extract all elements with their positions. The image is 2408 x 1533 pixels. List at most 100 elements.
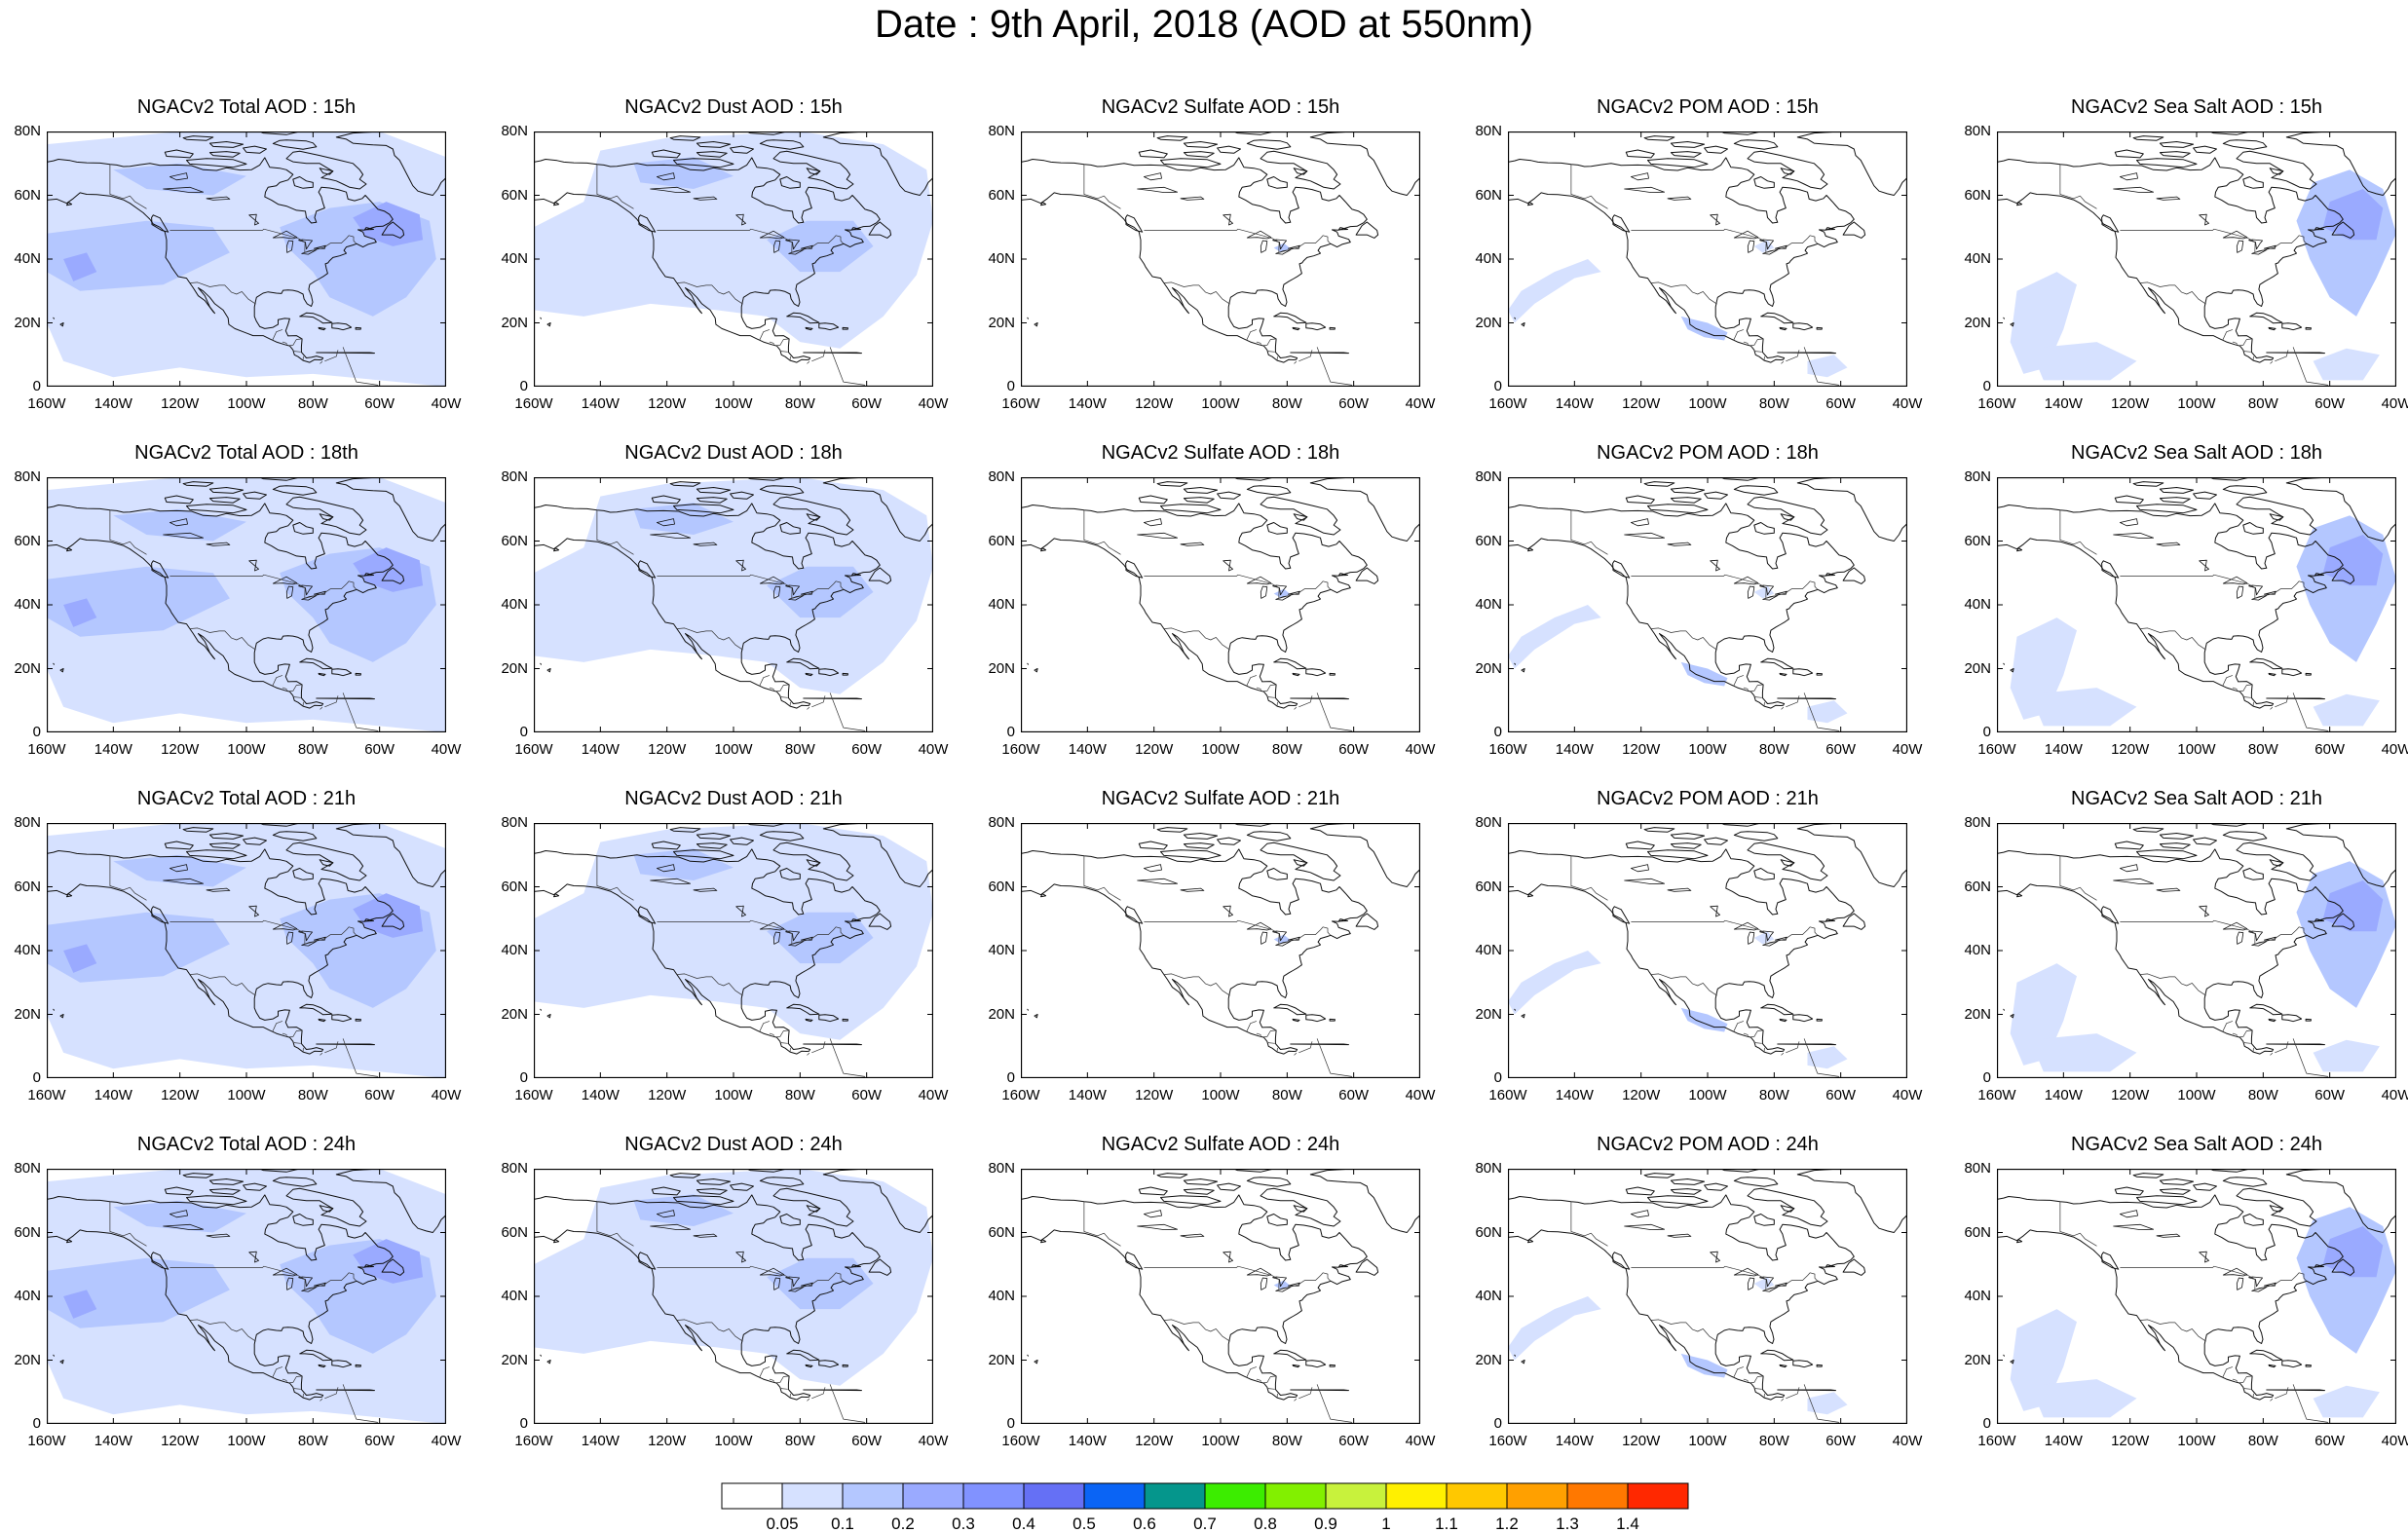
lat-tick-label: 0 bbox=[1453, 1416, 1502, 1432]
lon-tick-label: 120W bbox=[638, 1434, 696, 1449]
lon-tick-label: 40W bbox=[417, 1434, 475, 1449]
lat-tick-label: 80N bbox=[966, 469, 1015, 485]
colorbar-label: 0.7 bbox=[1181, 1515, 1229, 1533]
lon-tick-label: 40W bbox=[1391, 1088, 1449, 1103]
lon-tick-label: 160W bbox=[1968, 1434, 2026, 1449]
lon-tick-label: 40W bbox=[417, 1088, 475, 1103]
lon-tick-label: 40W bbox=[1878, 742, 1937, 758]
lat-tick-label: 20N bbox=[966, 1353, 1015, 1368]
lon-tick-label: 120W bbox=[1612, 396, 1671, 412]
lat-tick-label: 80N bbox=[1453, 124, 1502, 139]
lon-tick-label: 40W bbox=[2367, 1434, 2408, 1449]
lat-tick-label: 20N bbox=[1942, 1007, 1991, 1023]
lon-tick-label: 60W bbox=[2301, 1088, 2359, 1103]
map-plot bbox=[1508, 131, 1907, 387]
lon-tick-label: 120W bbox=[1125, 1434, 1184, 1449]
lon-tick-label: 80W bbox=[1745, 742, 1803, 758]
lon-tick-label: 40W bbox=[904, 742, 962, 758]
panel-title: NGACv2 Total AOD : 18th bbox=[0, 442, 495, 464]
lon-tick-label: 140W bbox=[84, 742, 142, 758]
panel-title: NGACv2 POM AOD : 18h bbox=[1459, 442, 1956, 464]
panel-title: NGACv2 Dust AOD : 18h bbox=[485, 442, 982, 464]
lon-tick-label: 80W bbox=[283, 396, 342, 412]
lat-tick-label: 20N bbox=[1453, 1353, 1502, 1368]
lon-tick-label: 40W bbox=[1391, 742, 1449, 758]
lat-tick-label: 0 bbox=[0, 1070, 41, 1086]
lat-tick-label: 20N bbox=[1453, 316, 1502, 331]
lat-tick-label: 20N bbox=[479, 1007, 528, 1023]
panel-title: NGACv2 Sulfate AOD : 15h bbox=[972, 96, 1469, 118]
lon-tick-label: 60W bbox=[2301, 742, 2359, 758]
lon-tick-label: 80W bbox=[2234, 1088, 2292, 1103]
lat-tick-label: 80N bbox=[0, 469, 41, 485]
lon-tick-label: 80W bbox=[1745, 1088, 1803, 1103]
lon-tick-label: 100W bbox=[2167, 1434, 2226, 1449]
lon-tick-label: 100W bbox=[1678, 742, 1737, 758]
lat-tick-label: 80N bbox=[966, 1161, 1015, 1177]
lat-tick-label: 40N bbox=[0, 1289, 41, 1304]
lon-tick-label: 80W bbox=[771, 742, 829, 758]
lon-tick-label: 100W bbox=[1191, 1434, 1250, 1449]
lat-tick-label: 60N bbox=[479, 1225, 528, 1241]
colorbar-swatch bbox=[1145, 1483, 1205, 1509]
lon-tick-label: 160W bbox=[505, 1434, 563, 1449]
colorbar-label: 0.3 bbox=[939, 1515, 988, 1533]
colorbar-swatch bbox=[1386, 1483, 1447, 1509]
lon-tick-label: 40W bbox=[1878, 1088, 1937, 1103]
lon-tick-label: 140W bbox=[571, 396, 629, 412]
lat-tick-label: 80N bbox=[966, 815, 1015, 831]
lat-tick-label: 60N bbox=[479, 188, 528, 204]
lat-tick-label: 0 bbox=[1942, 1070, 1991, 1086]
lat-tick-label: 20N bbox=[966, 661, 1015, 677]
lat-tick-label: 80N bbox=[1453, 815, 1502, 831]
map-plot bbox=[1021, 823, 1420, 1078]
lon-tick-label: 60W bbox=[838, 1088, 896, 1103]
lon-tick-label: 160W bbox=[505, 1088, 563, 1103]
lon-tick-label: 40W bbox=[904, 396, 962, 412]
island-outline bbox=[1028, 1009, 1029, 1010]
lon-tick-label: 40W bbox=[417, 742, 475, 758]
panel-title: NGACv2 Sea Salt AOD : 18h bbox=[1948, 442, 2408, 464]
lon-tick-label: 120W bbox=[638, 396, 696, 412]
colorbar-swatch bbox=[722, 1483, 782, 1509]
lat-tick-label: 0 bbox=[479, 1070, 528, 1086]
lon-tick-label: 160W bbox=[1968, 1088, 2026, 1103]
lon-tick-label: 120W bbox=[1612, 1088, 1671, 1103]
lat-tick-label: 60N bbox=[479, 879, 528, 895]
colorbar-swatch bbox=[1507, 1483, 1567, 1509]
lon-tick-label: 140W bbox=[1545, 742, 1603, 758]
lat-tick-label: 60N bbox=[1942, 188, 1991, 204]
lat-tick-label: 80N bbox=[1453, 469, 1502, 485]
lat-tick-label: 20N bbox=[0, 316, 41, 331]
map-plot bbox=[47, 131, 446, 387]
colorbar-label: 1.4 bbox=[1603, 1515, 1652, 1533]
lon-tick-label: 40W bbox=[2367, 396, 2408, 412]
map-plot bbox=[1508, 477, 1907, 732]
lon-tick-label: 40W bbox=[417, 396, 475, 412]
lon-tick-label: 120W bbox=[638, 742, 696, 758]
lon-tick-label: 160W bbox=[1479, 396, 1537, 412]
lon-tick-label: 80W bbox=[771, 396, 829, 412]
lat-tick-label: 20N bbox=[0, 1353, 41, 1368]
lat-tick-label: 60N bbox=[966, 188, 1015, 204]
lat-tick-label: 60N bbox=[0, 879, 41, 895]
colorbar-swatch bbox=[1205, 1483, 1265, 1509]
lon-tick-label: 140W bbox=[2034, 396, 2092, 412]
colorbar-label: 0.4 bbox=[999, 1515, 1048, 1533]
lat-tick-label: 20N bbox=[0, 661, 41, 677]
lon-tick-label: 140W bbox=[1545, 396, 1603, 412]
colorbar-swatch bbox=[1084, 1483, 1145, 1509]
island-outline bbox=[54, 1009, 55, 1010]
lon-tick-label: 80W bbox=[1745, 1434, 1803, 1449]
panel-title: NGACv2 Sulfate AOD : 21h bbox=[972, 788, 1469, 809]
colorbar-swatch bbox=[1265, 1483, 1326, 1509]
map-plot bbox=[534, 823, 933, 1078]
lat-tick-label: 60N bbox=[0, 534, 41, 549]
lat-tick-label: 40N bbox=[966, 251, 1015, 267]
lon-tick-label: 40W bbox=[2367, 742, 2408, 758]
